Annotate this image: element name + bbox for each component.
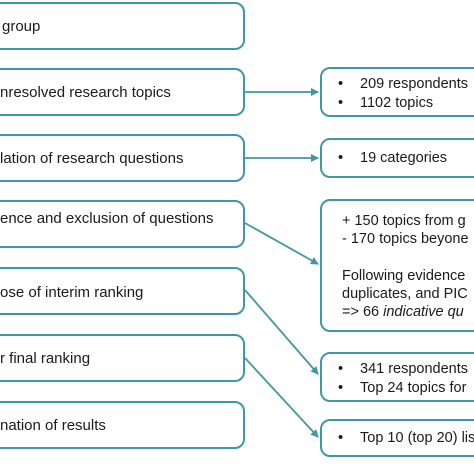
arrow-final-ranking: [244, 357, 319, 438]
result-box-1: • 209 respondents • 1102 topics: [320, 67, 474, 117]
step-label: lation of research questions: [0, 150, 184, 167]
step-label: ose of interim ranking: [0, 284, 144, 301]
result-text-italic: indicative qu: [383, 304, 464, 320]
result-text: => 66 indicative qu: [342, 303, 464, 321]
bullet-icon: •: [338, 150, 344, 166]
bullet-icon: •: [338, 76, 344, 92]
bullet-icon: •: [338, 361, 344, 377]
step-label: nresolved research topics: [0, 84, 171, 101]
bullet-item: • 19 categories: [338, 149, 447, 167]
arrow-interim-ranking: [244, 289, 319, 375]
result-text: duplicates, and PIC: [342, 286, 468, 302]
step-box-7: nation of results: [0, 401, 245, 449]
step-box-5: ose of interim ranking: [0, 267, 245, 315]
step-label: ence and exclusion of questions: [0, 210, 214, 227]
bullet-icon: •: [338, 95, 344, 111]
bullet-text: 209 respondents: [360, 76, 469, 92]
result-text: + 150 topics from g: [342, 213, 466, 229]
bullet-text: Top 10 (top 20) lis: [360, 430, 474, 446]
result-box-2: • 19 categories: [320, 138, 474, 178]
result-box-3: + 150 topics from g - 170 topics beyone …: [320, 199, 474, 332]
step-box-2: nresolved research topics: [0, 68, 245, 116]
bullet-item: • Top 10 (top 20) lis: [338, 429, 474, 447]
step-label: group: [2, 18, 41, 35]
step-box-6: r final ranking: [0, 334, 245, 382]
bullet-item: • 209 respondents: [338, 75, 468, 93]
result-text: Following evidence: [342, 268, 466, 284]
arrow-evidence: [244, 222, 319, 265]
bullet-text: Top 24 topics for: [360, 380, 467, 396]
step-label: nation of results: [0, 417, 106, 434]
bullet-text: 1102 topics: [360, 95, 434, 111]
step-box-3: lation of research questions: [0, 134, 245, 182]
bullet-item: • 1102 topics: [338, 94, 433, 112]
step-box-4: ence and exclusion of questions: [0, 200, 245, 248]
result-text-prefix: => 66: [342, 304, 384, 320]
bullet-text: 341 respondents: [360, 361, 469, 377]
bullet-icon: •: [338, 380, 344, 396]
bullet-item: • Top 24 topics for: [338, 379, 466, 397]
bullet-icon: •: [338, 430, 344, 446]
result-text: - 170 topics beyone: [342, 231, 469, 247]
result-box-5: • Top 10 (top 20) lis: [320, 419, 474, 457]
step-label: r final ranking: [0, 350, 91, 367]
result-box-4: • 341 respondents • Top 24 topics for: [320, 352, 474, 402]
step-box-1: group: [0, 2, 245, 50]
bullet-text: 19 categories: [360, 150, 448, 166]
bullet-item: • 341 respondents: [338, 360, 468, 378]
